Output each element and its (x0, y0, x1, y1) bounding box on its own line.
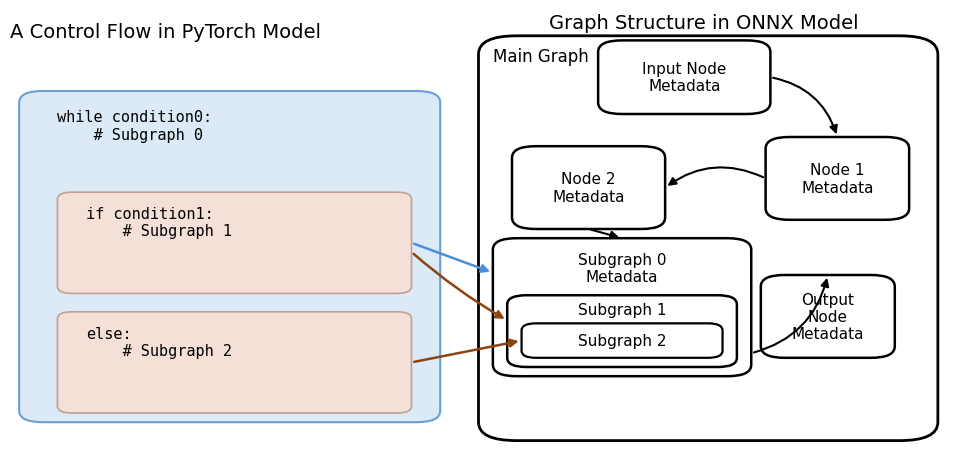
FancyBboxPatch shape (598, 41, 770, 115)
FancyBboxPatch shape (522, 324, 723, 358)
Text: Subgraph 1: Subgraph 1 (578, 302, 666, 318)
Text: while condition0:
    # Subgraph 0: while condition0: # Subgraph 0 (57, 110, 212, 142)
Text: Output
Node
Metadata: Output Node Metadata (791, 292, 864, 341)
Text: else:
    # Subgraph 2: else: # Subgraph 2 (86, 326, 233, 358)
Text: Input Node
Metadata: Input Node Metadata (642, 62, 726, 94)
FancyBboxPatch shape (57, 312, 412, 413)
Text: Subgraph 0
Metadata: Subgraph 0 Metadata (578, 252, 666, 285)
Text: Main Graph: Main Graph (493, 48, 589, 66)
FancyBboxPatch shape (19, 92, 440, 422)
FancyBboxPatch shape (507, 296, 737, 367)
FancyBboxPatch shape (761, 275, 895, 358)
Text: Node 1
Metadata: Node 1 Metadata (801, 163, 874, 195)
FancyBboxPatch shape (478, 37, 938, 441)
FancyBboxPatch shape (766, 138, 909, 220)
Text: A Control Flow in PyTorch Model: A Control Flow in PyTorch Model (10, 23, 321, 42)
Text: Node 2
Metadata: Node 2 Metadata (552, 172, 625, 204)
Text: Subgraph 2: Subgraph 2 (578, 333, 666, 348)
FancyBboxPatch shape (57, 193, 412, 294)
FancyBboxPatch shape (493, 239, 751, 376)
FancyBboxPatch shape (512, 147, 665, 230)
Text: if condition1:
    # Subgraph 1: if condition1: # Subgraph 1 (86, 207, 233, 239)
Text: Graph Structure in ONNX Model: Graph Structure in ONNX Model (548, 14, 858, 33)
